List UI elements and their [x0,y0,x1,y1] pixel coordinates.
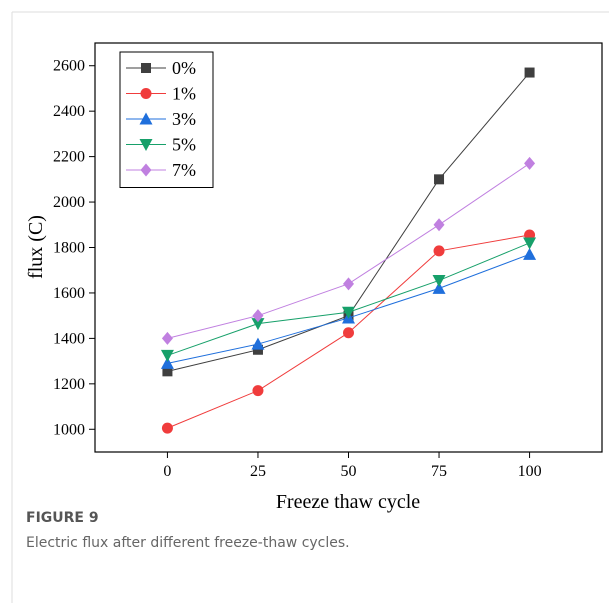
marker [524,156,536,170]
marker [252,309,264,323]
marker [342,306,355,319]
x-tick-label: 50 [341,463,357,480]
caption: Electric flux after different freeze-tha… [26,535,350,551]
x-tick-label: 0 [163,463,171,480]
marker [161,331,173,345]
y-tick-label: 2600 [53,58,85,75]
legend-box [119,51,214,188]
legend-label: 1% [172,84,196,104]
marker [160,349,174,362]
x-tick-label: 25 [250,463,266,480]
marker [523,247,537,260]
legend-label: 0% [172,58,196,78]
marker [162,366,173,377]
legend-marker [141,63,151,73]
series-line [167,72,530,372]
marker [251,337,265,350]
legend-marker [140,163,152,177]
legend-label: 7% [172,160,196,180]
figure-label: FIGURE 9 [26,510,99,526]
marker [434,174,445,185]
marker [252,344,263,355]
legend-label: 5% [172,135,196,155]
legend-label: 3% [172,109,196,129]
y-tick-label: 1600 [53,285,85,302]
y-tick-label: 2400 [53,103,85,120]
marker [343,277,354,291]
marker [343,327,354,339]
y-tick-label: 2000 [53,194,85,211]
series-line [167,242,530,356]
marker [160,356,174,369]
legend-marker [140,88,152,99]
marker [432,274,446,287]
marker [251,318,265,331]
x-tick-label: 100 [518,463,542,480]
marker [252,385,264,397]
marker [433,218,445,232]
marker [432,281,446,294]
y-tick-label: 1400 [53,330,85,347]
marker [523,237,537,250]
x-axis-label: Freeze thaw cycle [276,491,420,513]
y-tick-label: 2200 [53,149,85,166]
y-tick-label: 1800 [53,240,85,257]
marker [433,245,445,257]
legend-marker [139,112,153,125]
y-axis-label: flux (C) [25,215,47,279]
y-tick-label: 1000 [53,421,85,438]
marker [524,67,535,78]
legend-marker [139,139,153,151]
marker [161,422,173,434]
y-tick-label: 1200 [53,376,85,393]
x-tick-label: 75 [431,463,447,480]
